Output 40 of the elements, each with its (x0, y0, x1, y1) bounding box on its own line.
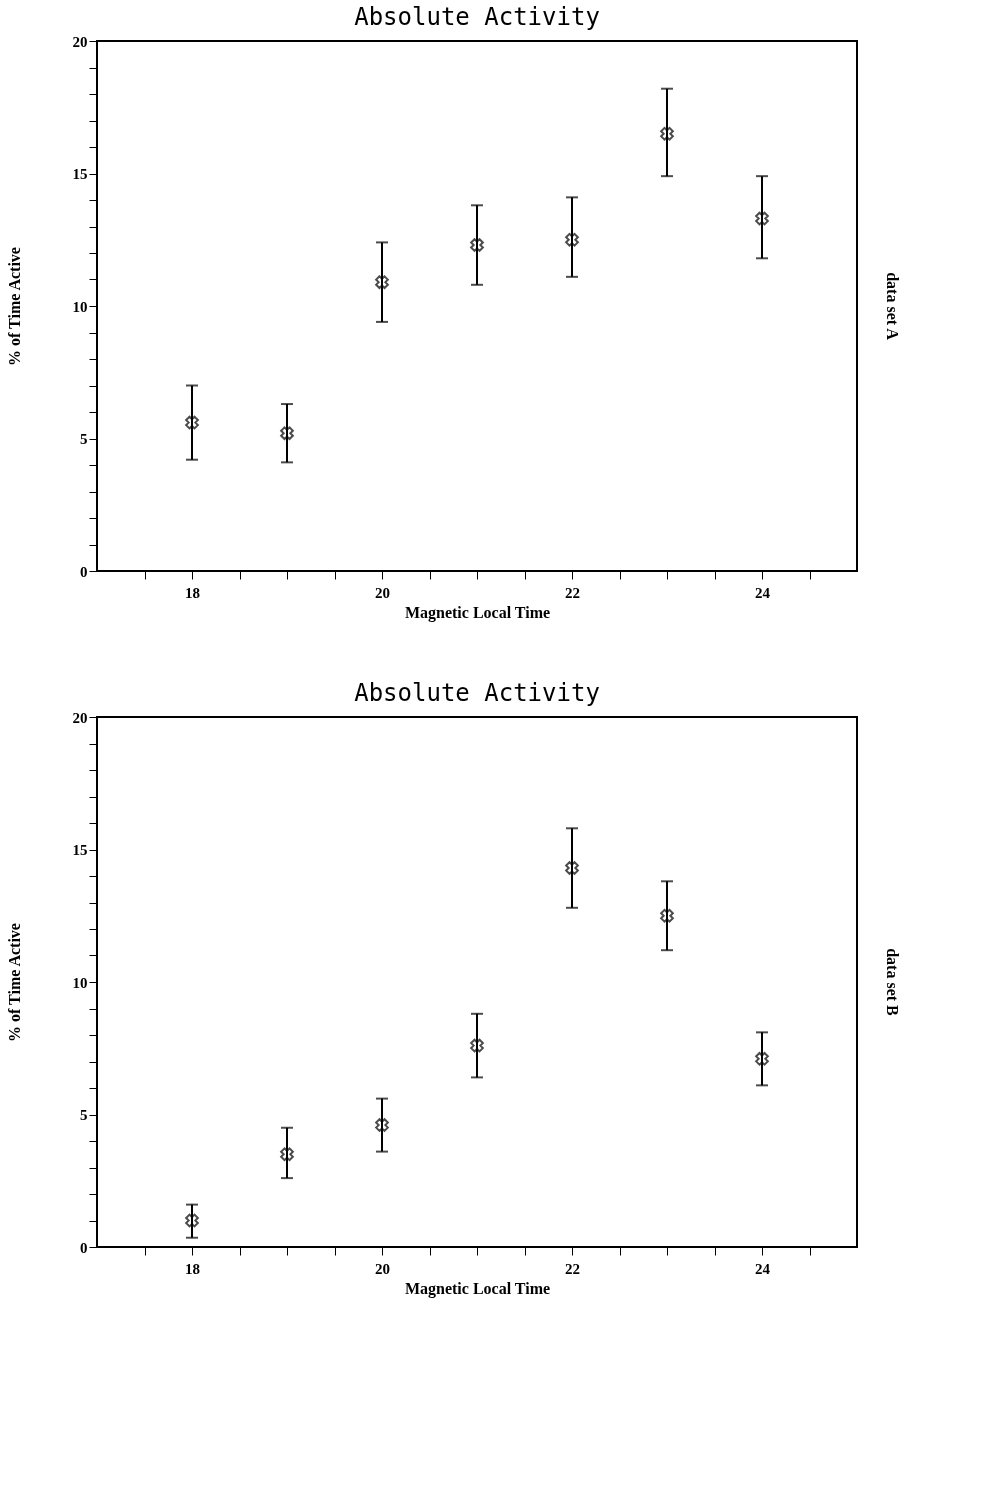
x-tick-label: 24 (755, 1260, 771, 1277)
y-tick-label: 0 (80, 563, 88, 580)
x-tick-label: 18 (185, 1260, 200, 1277)
point (470, 238, 484, 252)
x-tick-label: 24 (755, 584, 771, 601)
x-tick-label: 20 (375, 584, 390, 601)
y-tick-label: 10 (72, 298, 88, 315)
point (185, 1213, 199, 1228)
x-tick-label: 22 (565, 584, 580, 601)
y-tick-label: 0 (80, 1239, 88, 1256)
x-axis-title: Magnetic Local Time (404, 1279, 551, 1298)
y-tick-label: 5 (80, 1107, 88, 1123)
point (280, 1147, 294, 1162)
y-tick-label: 20 (72, 33, 88, 50)
point (660, 908, 674, 923)
point (755, 1051, 769, 1066)
point (565, 861, 579, 875)
x-tick-label: 20 (375, 1260, 390, 1277)
x-tick-label: 18 (185, 584, 200, 601)
x-tick-label: 22 (565, 1260, 580, 1277)
x-axis-title: Magnetic Local Time (404, 603, 551, 622)
y-tick-label: 15 (72, 166, 88, 182)
point (375, 1118, 389, 1132)
y2-axis-title: data set A (884, 272, 901, 341)
y-tick-label: 10 (72, 974, 88, 991)
y-tick-label: 20 (72, 709, 88, 726)
chart-title: Absolute Activity (354, 679, 600, 707)
y-tick-label: 15 (72, 842, 88, 858)
chart-title: Absolute Activity (354, 3, 600, 31)
point (755, 211, 769, 226)
point (375, 275, 389, 290)
y-axis-title: % of Time Active (5, 923, 23, 1042)
point (660, 126, 674, 141)
point (470, 1038, 484, 1053)
point (565, 232, 579, 247)
point (280, 426, 294, 441)
y2-axis-title: data set B (884, 948, 901, 1017)
y-axis-title: % of Time Active (5, 247, 23, 366)
point (185, 415, 199, 430)
y-tick-label: 5 (80, 431, 88, 447)
